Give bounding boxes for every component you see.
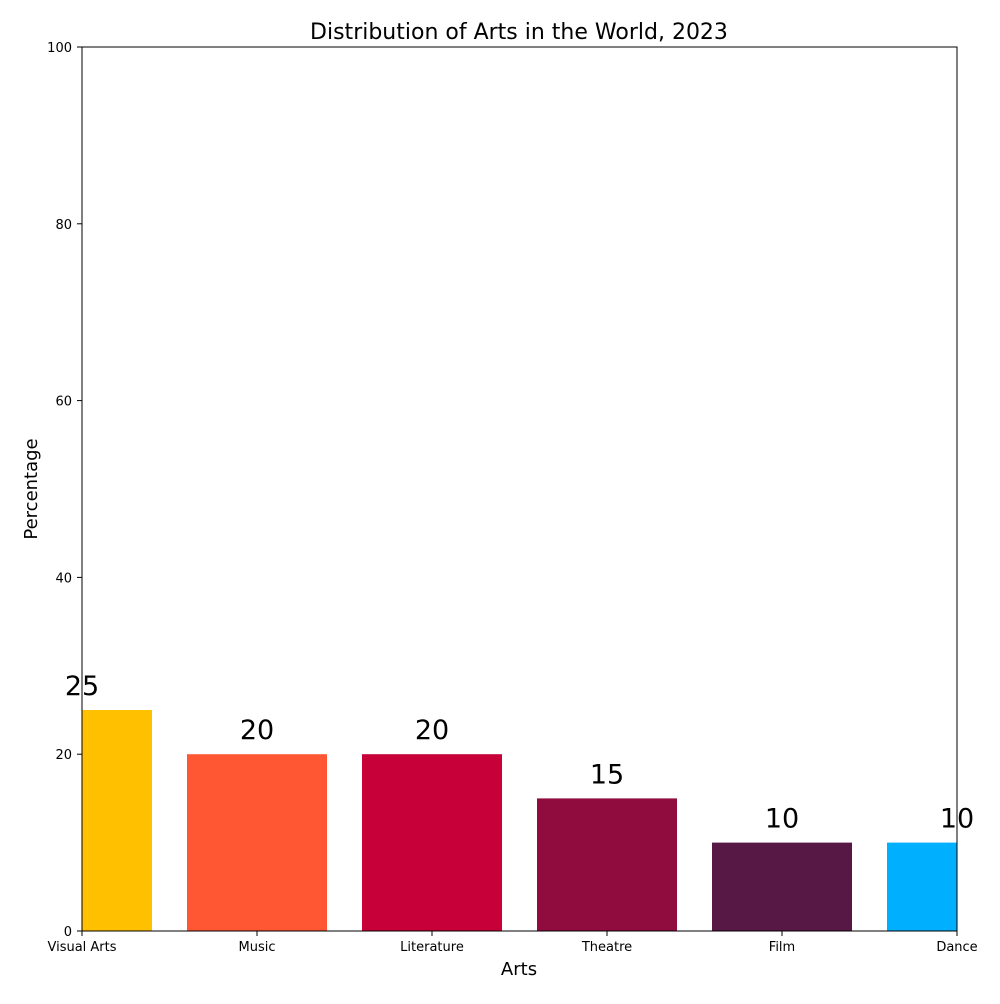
bar-visual-arts (82, 710, 152, 931)
y-axis-ticks: 0 20 40 60 80 100 (47, 41, 82, 940)
bar-value-label: 15 (590, 759, 624, 790)
x-tick-label: Music (239, 940, 276, 955)
y-tick-label: 60 (55, 395, 72, 410)
x-axis-label: Arts (501, 959, 537, 980)
bar-music (187, 754, 327, 931)
chart-title: Distribution of Arts in the World, 2023 (310, 20, 728, 45)
bar-value-label: 20 (415, 715, 449, 746)
x-tick-label: Literature (400, 940, 464, 955)
x-tick-label: Dance (936, 940, 977, 955)
bars-group (82, 710, 957, 931)
bar-value-label: 20 (240, 715, 274, 746)
y-tick-label: 80 (55, 218, 72, 233)
y-tick-label: 100 (47, 41, 72, 56)
y-tick-label: 40 (55, 571, 72, 586)
x-axis-ticks: Visual Arts Music Literature Theatre Film Dan… (47, 931, 978, 955)
bar-theatre (537, 798, 677, 931)
y-tick-label: 20 (55, 748, 72, 763)
x-tick-label: Film (769, 940, 795, 955)
bar-literature (362, 754, 502, 931)
x-tick-label: Theatre (581, 940, 632, 955)
x-tick-label: Visual Arts (47, 940, 116, 955)
y-tick-label: 0 (64, 925, 72, 940)
bar-dance (887, 842, 957, 931)
bar-film (712, 842, 852, 931)
bar-value-label: 10 (765, 804, 799, 835)
y-axis-label: Percentage (21, 438, 42, 539)
plot-frame (81, 46, 958, 932)
